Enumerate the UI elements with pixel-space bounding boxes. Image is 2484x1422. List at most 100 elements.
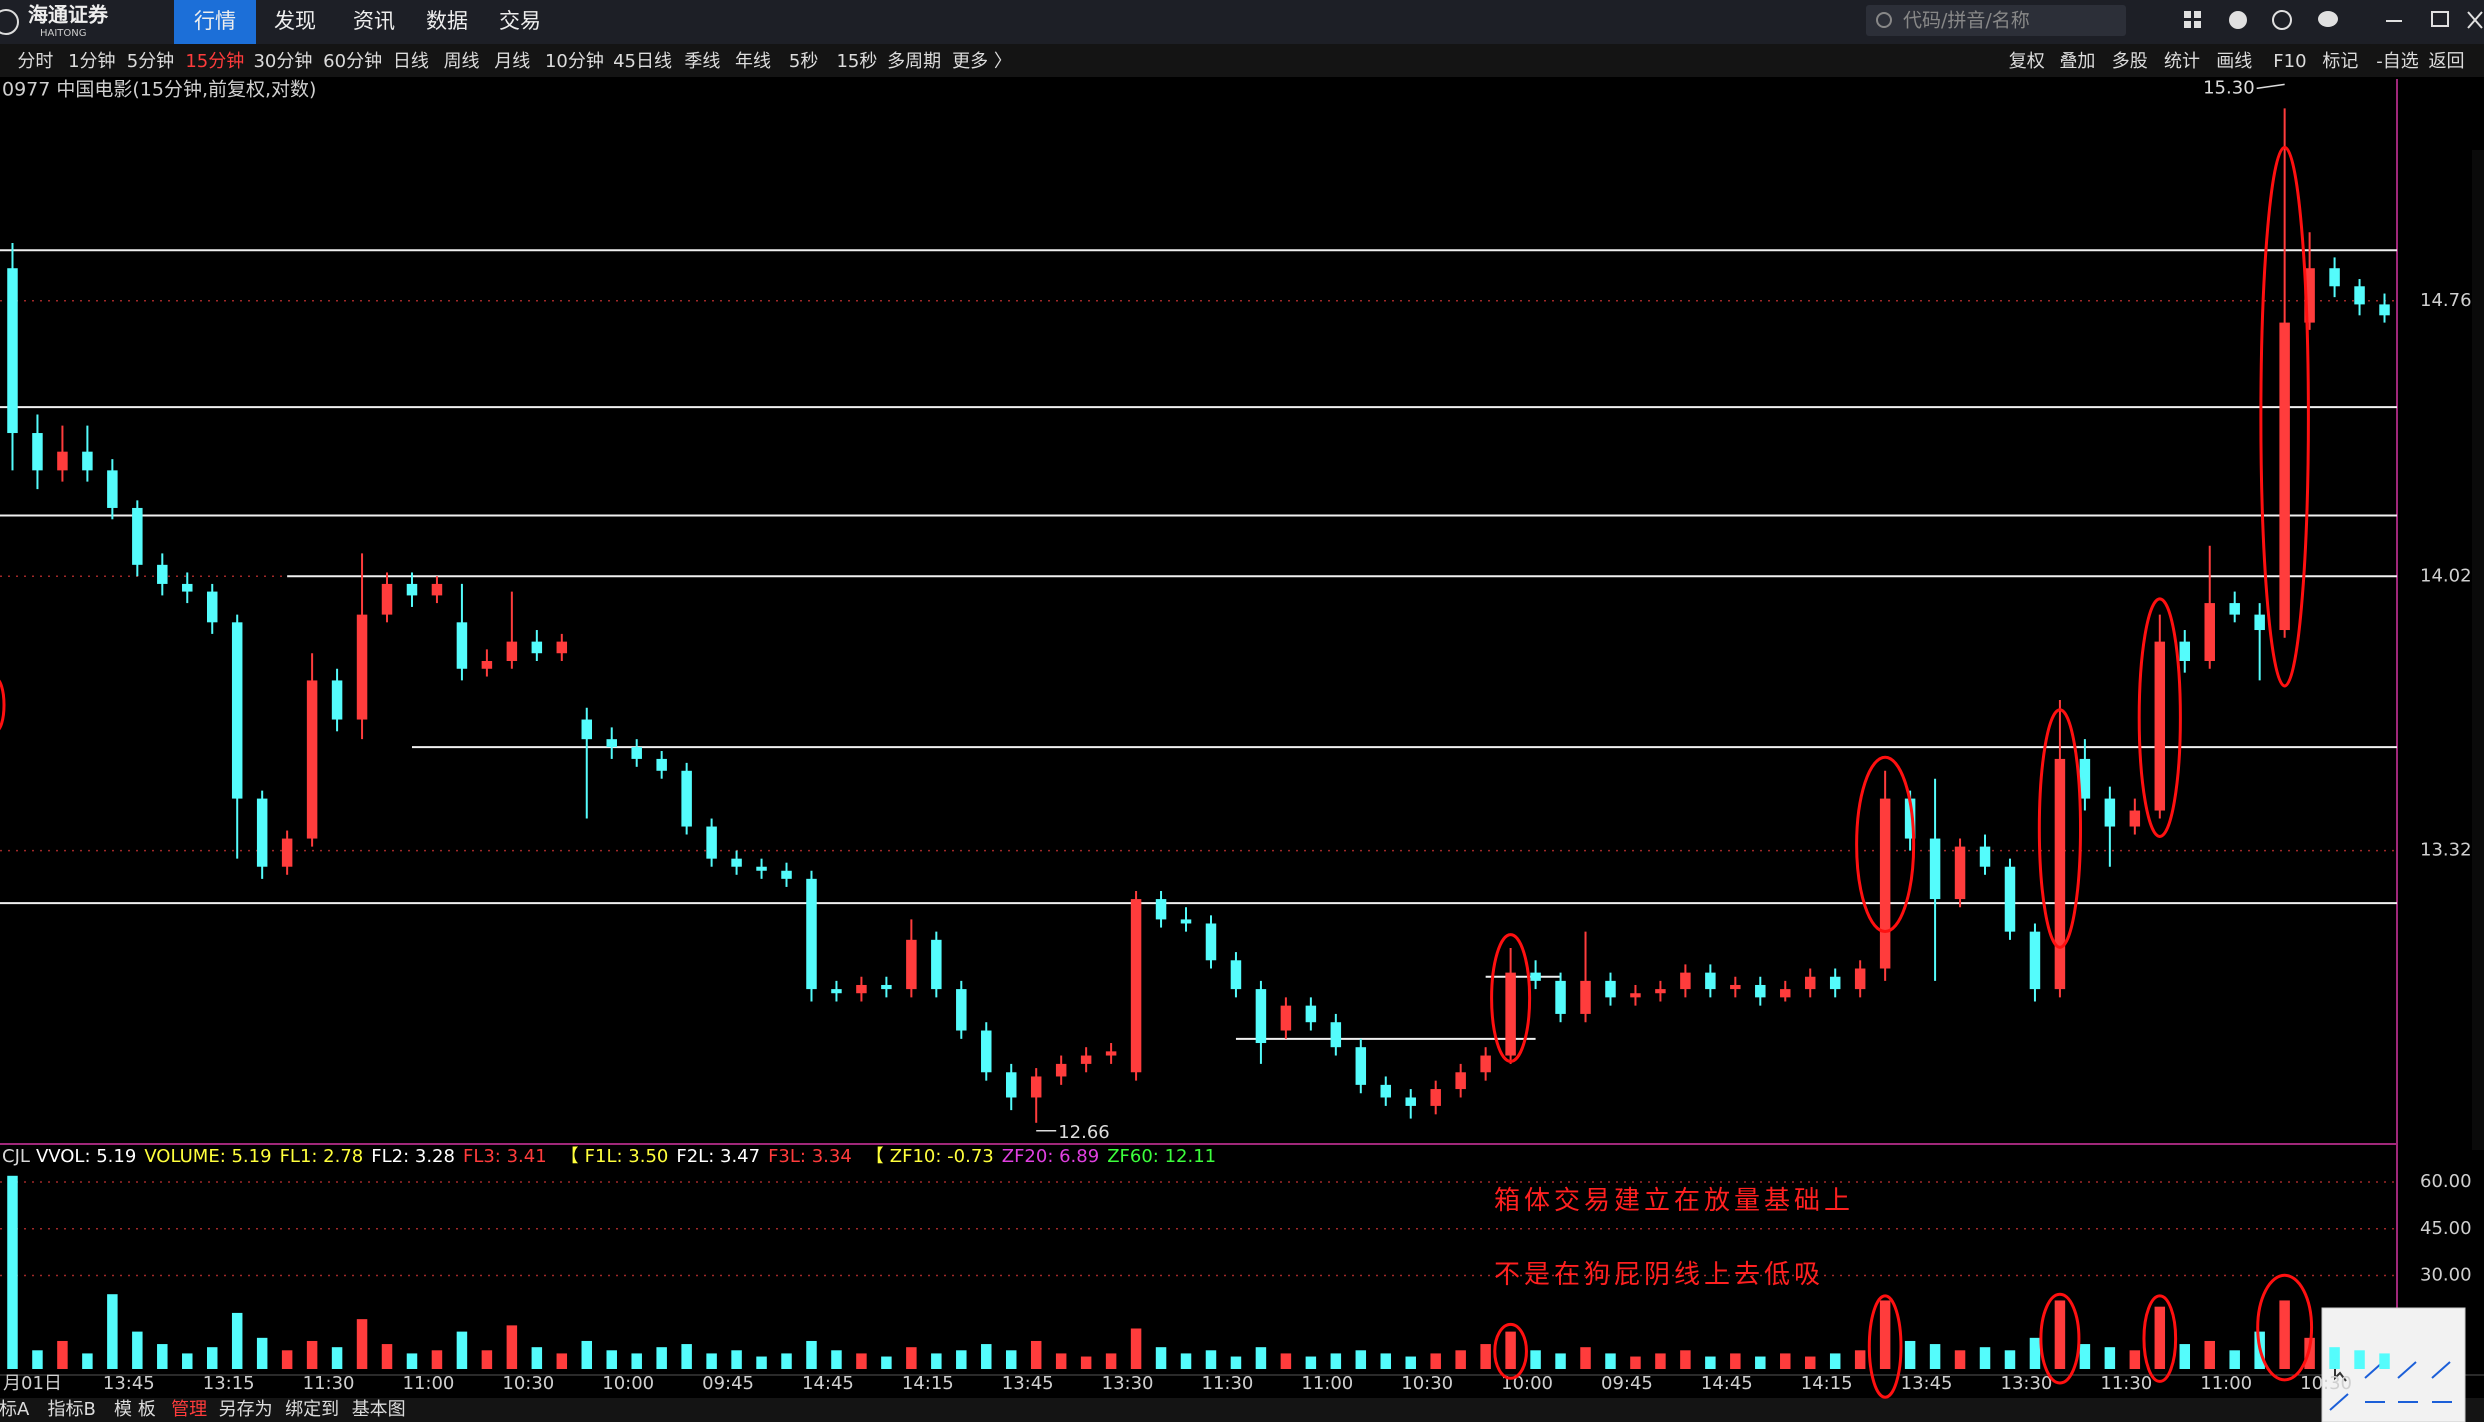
- bottom-tab[interactable]: 管理: [171, 1399, 207, 1420]
- maximize-button[interactable]: [2431, 11, 2449, 27]
- tool-button[interactable]: -自选: [2376, 51, 2419, 72]
- volume-bar: [256, 1337, 268, 1369]
- drawing-toolbar: [2321, 1307, 2466, 1422]
- volume-bar: [7, 1175, 18, 1369]
- candle-body: [706, 826, 717, 859]
- window-icons: [2184, 10, 2483, 30]
- candle-body: [256, 798, 268, 867]
- candle-body: [1580, 980, 1591, 1014]
- indicator-value: VVOL: 5.19: [36, 1146, 136, 1167]
- candle-body: [1605, 980, 1616, 998]
- x-tick-label: 14:15: [902, 1373, 954, 1394]
- volume-bar: [956, 1350, 967, 1369]
- menu-item[interactable]: 资讯: [353, 9, 395, 33]
- drawing-toolbar-box: [2321, 1307, 2466, 1422]
- volume-bar: [1780, 1353, 1791, 1369]
- logo-en: HAITONG: [40, 28, 87, 39]
- line-tools[interactable]: [2329, 1361, 2452, 1411]
- grid-icon[interactable]: [2184, 11, 2191, 18]
- volume-bar: [1355, 1350, 1367, 1369]
- chat-icon[interactable]: [2318, 11, 2338, 27]
- bottom-tab[interactable]: 指标A: [0, 1399, 30, 1420]
- candle-body: [1630, 993, 1641, 998]
- menu-item[interactable]: 行情: [194, 9, 236, 33]
- grid-icon: [2194, 11, 2201, 18]
- period-button[interactable]: 月线: [494, 51, 530, 72]
- period-button[interactable]: 60分钟: [323, 51, 382, 72]
- candle-body: [2354, 286, 2365, 305]
- settings-icon[interactable]: [2229, 11, 2247, 29]
- period-button[interactable]: 15秒: [836, 51, 877, 72]
- bottom-tab[interactable]: 绑定到: [285, 1399, 339, 1420]
- candle-body: [1904, 798, 1916, 839]
- volume-bar: [1804, 1356, 1816, 1369]
- bottom-tab[interactable]: 基本图: [352, 1399, 406, 1420]
- candle-body: [1929, 838, 1941, 900]
- menu-item[interactable]: 交易: [499, 9, 541, 33]
- highlight-ellipse: [2137, 597, 2182, 838]
- menu-item[interactable]: 数据: [426, 9, 468, 33]
- tool-button[interactable]: 返回: [2429, 51, 2465, 72]
- volume-bar: [182, 1353, 193, 1369]
- candle-body: [1255, 989, 1267, 1044]
- indicator-value: 【: [561, 1146, 579, 1167]
- close-button[interactable]: [2467, 11, 2483, 29]
- candle-body: [806, 878, 817, 990]
- x-tick-label: 14:15: [1801, 1373, 1853, 1394]
- bottom-tab[interactable]: 另存为: [219, 1399, 273, 1420]
- period-button[interactable]: 5分钟: [127, 51, 174, 72]
- volume-tick-label: 30.00: [2420, 1265, 2472, 1286]
- indicator-value: CJL: [2, 1146, 30, 1167]
- tool-button[interactable]: 标记: [2322, 51, 2358, 72]
- x-tick-label: 10:30: [1401, 1373, 1453, 1394]
- period-button[interactable]: 更多 〉: [952, 51, 1012, 72]
- tool-button[interactable]: 叠加: [2059, 51, 2095, 72]
- tool-button[interactable]: 复权: [2009, 51, 2045, 72]
- candle-body: [481, 660, 493, 669]
- menu-item[interactable]: 发现: [274, 9, 316, 33]
- minimize-button[interactable]: [2386, 20, 2402, 22]
- period-button[interactable]: 分时: [17, 51, 53, 72]
- period-button[interactable]: 年线: [735, 51, 771, 72]
- candle-body: [132, 507, 143, 565]
- period-button[interactable]: 日线: [393, 51, 429, 72]
- tool-button[interactable]: 画线: [2216, 51, 2252, 72]
- bottom-tab[interactable]: 指标B: [48, 1399, 96, 1420]
- search-box[interactable]: [1866, 5, 2126, 36]
- volume-bar: [1130, 1328, 1142, 1369]
- period-button[interactable]: 季线: [684, 51, 720, 72]
- x-tick-label: 10:30: [2300, 1373, 2352, 1394]
- tool-button[interactable]: 统计: [2164, 51, 2200, 72]
- x-tick-label: 11:00: [2200, 1373, 2252, 1394]
- candle-body: [531, 641, 543, 654]
- volume-bar: [2179, 1344, 2191, 1369]
- volume-bar: [506, 1325, 518, 1369]
- period-button[interactable]: 多周期: [887, 51, 941, 72]
- period-button[interactable]: 30分钟: [253, 51, 312, 72]
- volume-bar: [1205, 1350, 1217, 1369]
- highlight-ellipse: [0, 679, 6, 731]
- period-button[interactable]: 1分钟: [68, 51, 115, 72]
- highlight-ellipse: [2037, 708, 2083, 949]
- tool-button[interactable]: 多股: [2112, 51, 2148, 72]
- volume-bar: [1879, 1300, 1891, 1369]
- volume-bar: [1030, 1340, 1042, 1369]
- volume-tick-label: 45.00: [2420, 1218, 2472, 1239]
- volume-bar: [331, 1347, 343, 1369]
- period-button[interactable]: 周线: [444, 51, 480, 72]
- candle-body: [781, 870, 792, 879]
- volume-bar: [731, 1350, 742, 1369]
- period-button[interactable]: 45日线: [613, 51, 672, 72]
- scrollbar[interactable]: [2472, 150, 2484, 1150]
- period-button[interactable]: 15分钟: [185, 51, 244, 72]
- period-button[interactable]: 10分钟: [545, 51, 604, 72]
- max-label-arrow: [2256, 83, 2285, 90]
- volume-bar: [2054, 1300, 2066, 1369]
- bottom-tab[interactable]: 模 板: [114, 1399, 156, 1420]
- globe-icon[interactable]: [2272, 10, 2292, 30]
- x-tick-label: 10:30: [502, 1373, 554, 1394]
- period-button[interactable]: 5秒: [789, 51, 818, 72]
- tool-button[interactable]: F10: [2273, 51, 2306, 72]
- candle-body: [606, 739, 617, 748]
- candle-body: [1480, 1055, 1491, 1073]
